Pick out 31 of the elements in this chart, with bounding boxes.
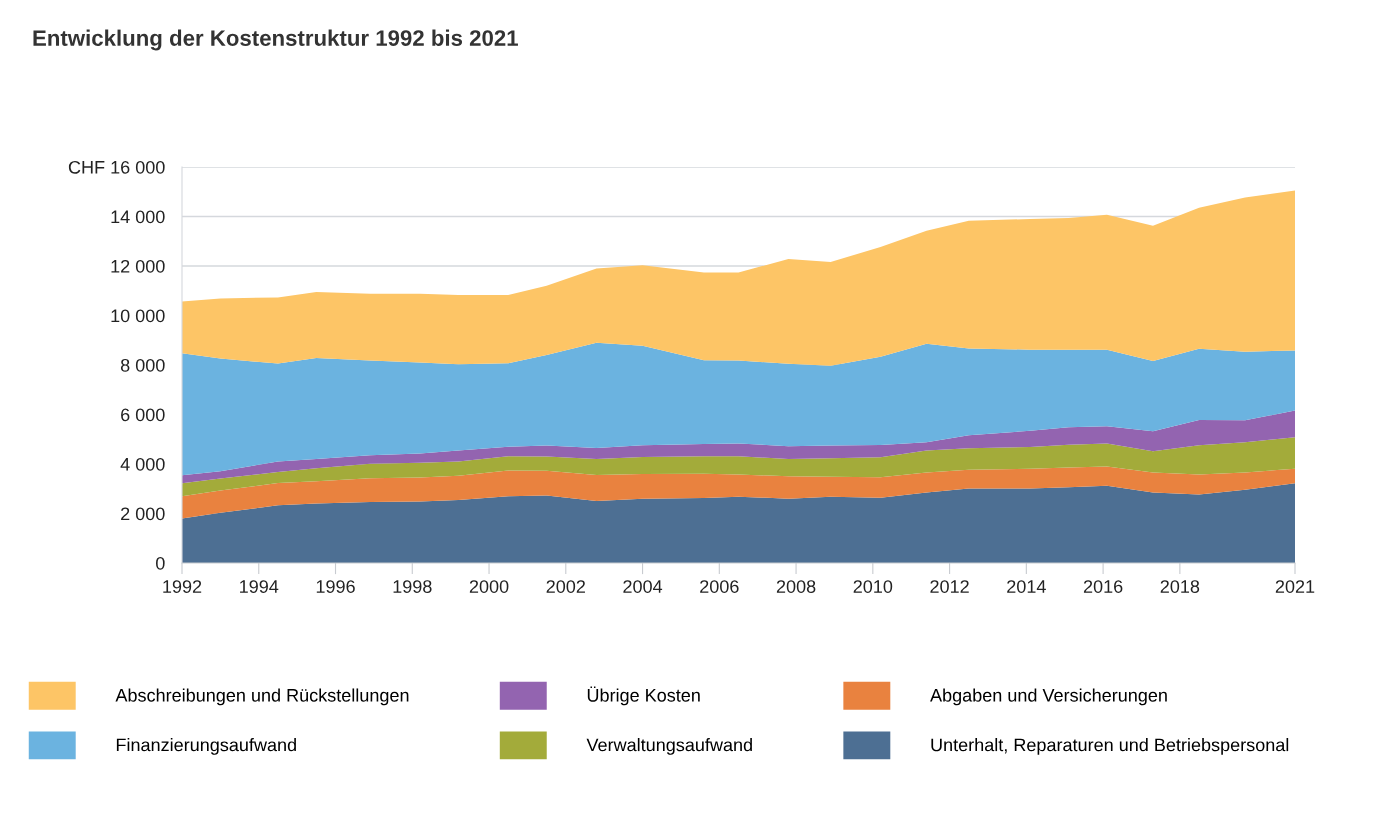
x-tick-label: 1998 <box>393 580 432 593</box>
y-tick-label: 14 000 <box>111 210 165 224</box>
y-tick-label: 2 000 <box>121 507 165 521</box>
y-tick-label: CHF 16 000 <box>68 160 165 174</box>
x-tick-label: 1994 <box>240 580 279 593</box>
legend-label: Unterhalt, Reparaturen und Betriebspersonal <box>931 738 1289 755</box>
chart-title: Entwicklung der Kostenstruktur 1992 bis 2021 <box>33 29 518 51</box>
y-tick-label: 4 000 <box>120 457 165 471</box>
legend-label: Übrige Kosten <box>587 686 700 706</box>
y-tick-label: 8 000 <box>120 358 165 372</box>
legend-label: Abgaben und Versicherungen <box>930 688 1167 706</box>
y-tick-label: 10 000 <box>111 309 165 323</box>
legend-label: Abschreibungen und Rückstellungen <box>115 688 409 706</box>
x-tick-label: 2000 <box>469 580 509 593</box>
x-tick-label: 2021 <box>1275 580 1315 593</box>
x-tick-label: 2018 <box>1160 580 1200 593</box>
x-tick-label: 1992 <box>163 580 202 593</box>
x-tick-label: 2006 <box>700 580 739 593</box>
x-tick-label: 2002 <box>546 580 585 593</box>
y-tick-label: 6 000 <box>121 408 165 422</box>
x-tick-label: 2008 <box>776 580 816 593</box>
legend-label: Verwaltungsaufwand <box>586 738 752 755</box>
x-tick-label: 2012 <box>930 580 969 593</box>
y-tick-label: 12 000 <box>111 259 165 273</box>
x-tick-label: 2010 <box>853 580 893 593</box>
x-tick-label: 1996 <box>316 580 355 593</box>
y-tick-label: 0 <box>156 556 165 570</box>
x-tick-label: 2014 <box>1007 580 1046 593</box>
x-tick-label: 2016 <box>1083 580 1123 593</box>
legend-label: Finanzierungsaufwand <box>116 738 296 755</box>
x-tick-label: 2004 <box>623 580 663 593</box>
